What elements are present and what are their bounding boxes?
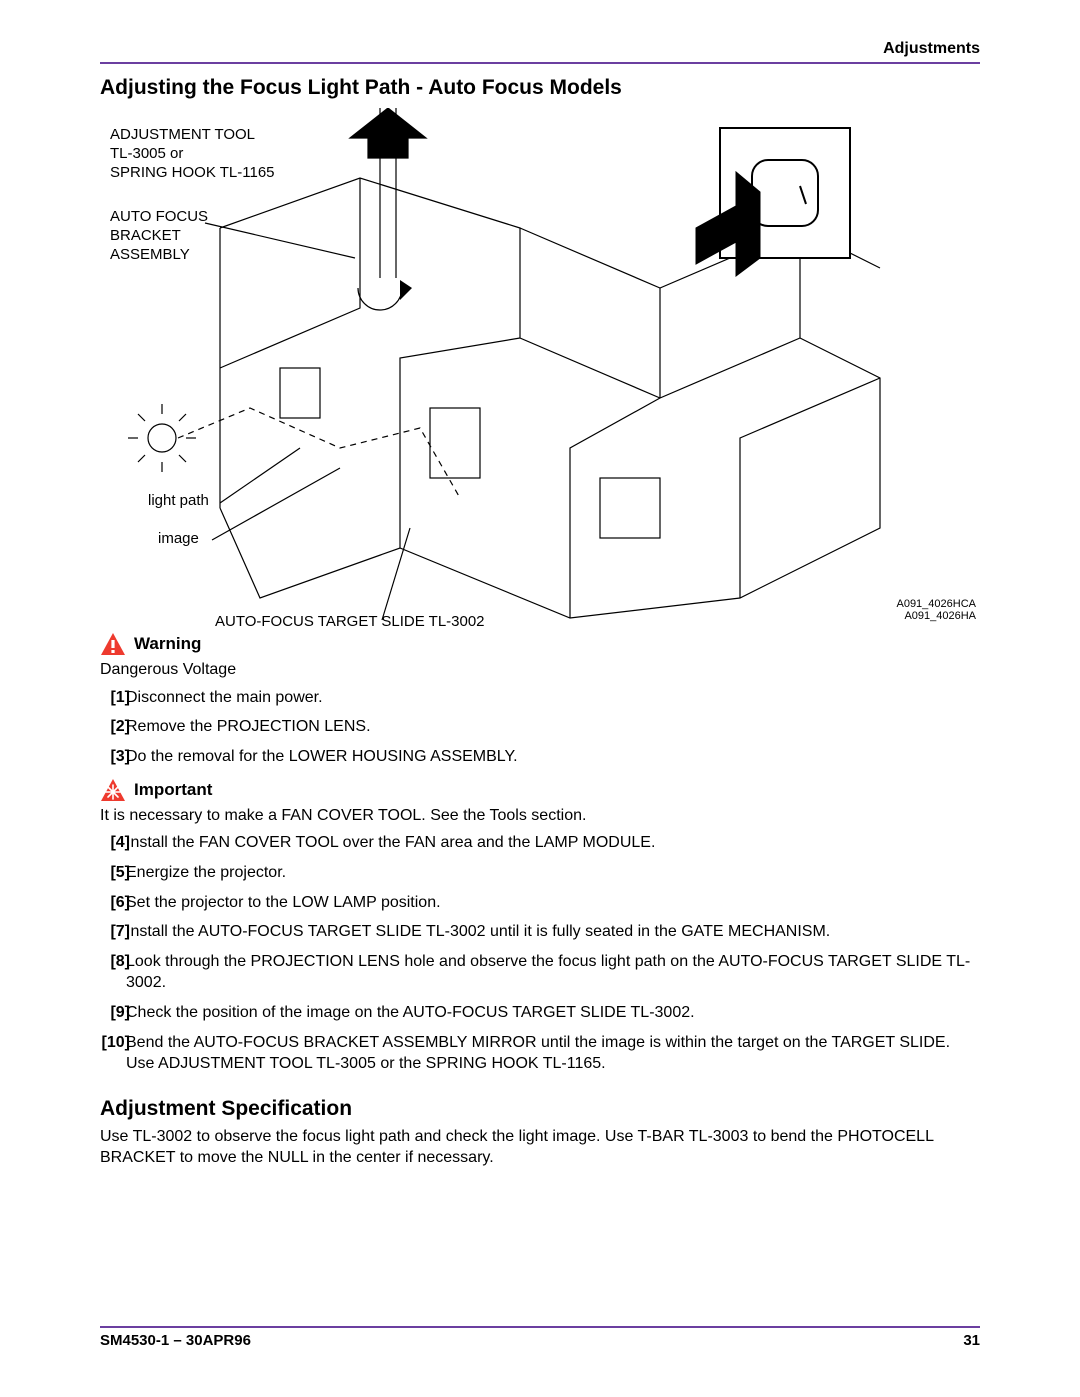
step-1: [1]Disconnect the main power. — [126, 687, 980, 709]
footer-doc-id: SM4530-1 – 30APR96 — [100, 1332, 251, 1349]
diagram-area: ADJUSTMENT TOOL TL-3005 or SPRING HOOK T… — [100, 108, 980, 628]
important-icon — [100, 778, 126, 802]
diagram-label-bracket: AUTO FOCUS BRACKET ASSEMBLY — [110, 208, 208, 264]
diagram-code: A091_4026HCA A091_4026HA — [896, 598, 976, 622]
page-content: Adjustments Adjusting the Focus Light Pa… — [100, 40, 980, 1174]
step-10: [10]Bend the AUTO-FOCUS BRACKET ASSEMBLY… — [126, 1032, 980, 1075]
header-rule — [100, 62, 980, 64]
diagram-code-1: A091_4026HCA — [896, 598, 976, 610]
step-9: [9]Check the position of the image on th… — [126, 1002, 980, 1024]
warning-header: Warning — [100, 632, 980, 656]
page-title: Adjusting the Focus Light Path - Auto Fo… — [100, 76, 980, 100]
diagram-label-image: image — [158, 530, 199, 549]
header-section-label: Adjustments — [100, 40, 980, 58]
step-3: [3]Do the removal for the LOWER HOUSING … — [126, 746, 980, 768]
diagram-code-2: A091_4026HA — [896, 610, 976, 622]
step-7: [7]Install the AUTO-FOCUS TARGET SLIDE T… — [126, 921, 980, 943]
spec-title: Adjustment Specification — [100, 1097, 980, 1121]
diagram-label-light-path: light path — [148, 492, 209, 511]
warning-label: Warning — [134, 634, 201, 654]
page-footer: SM4530-1 – 30APR96 31 — [100, 1326, 980, 1349]
important-steps: [4]Install the FAN COVER TOOL over the F… — [100, 832, 980, 1074]
warning-icon — [100, 632, 126, 656]
warning-steps: [1]Disconnect the main power. [2]Remove … — [100, 687, 980, 768]
step-6: [6]Set the projector to the LOW LAMP pos… — [126, 892, 980, 914]
footer-rule — [100, 1326, 980, 1328]
important-header: Important — [100, 778, 980, 802]
diagram-label-adjustment-tool: ADJUSTMENT TOOL TL-3005 or SPRING HOOK T… — [110, 126, 275, 182]
footer-page-number: 31 — [963, 1332, 980, 1349]
warning-text: Dangerous Voltage — [100, 660, 980, 681]
diagram-label-target-slide: AUTO-FOCUS TARGET SLIDE TL-3002 — [215, 613, 485, 632]
step-8: [8]Look through the PROJECTION LENS hole… — [126, 951, 980, 994]
step-5: [5]Energize the projector. — [126, 862, 980, 884]
step-4: [4]Install the FAN COVER TOOL over the F… — [126, 832, 980, 854]
important-label: Important — [134, 780, 212, 800]
diagram-illustration — [100, 108, 980, 628]
step-2: [2]Remove the PROJECTION LENS. — [126, 716, 980, 738]
important-text: It is necessary to make a FAN COVER TOOL… — [100, 806, 980, 827]
spec-text: Use TL-3002 to observe the focus light p… — [100, 1127, 980, 1169]
